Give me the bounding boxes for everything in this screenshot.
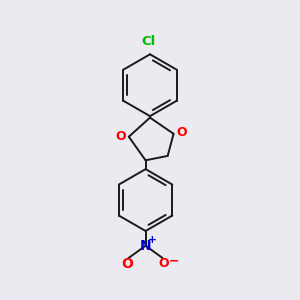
Text: Cl: Cl	[141, 35, 156, 48]
Text: +: +	[147, 235, 156, 245]
Text: O: O	[121, 257, 133, 271]
Text: O: O	[176, 126, 187, 139]
Text: N: N	[140, 239, 152, 253]
Text: −: −	[169, 254, 179, 268]
Text: O: O	[159, 257, 170, 270]
Text: O: O	[115, 130, 126, 143]
